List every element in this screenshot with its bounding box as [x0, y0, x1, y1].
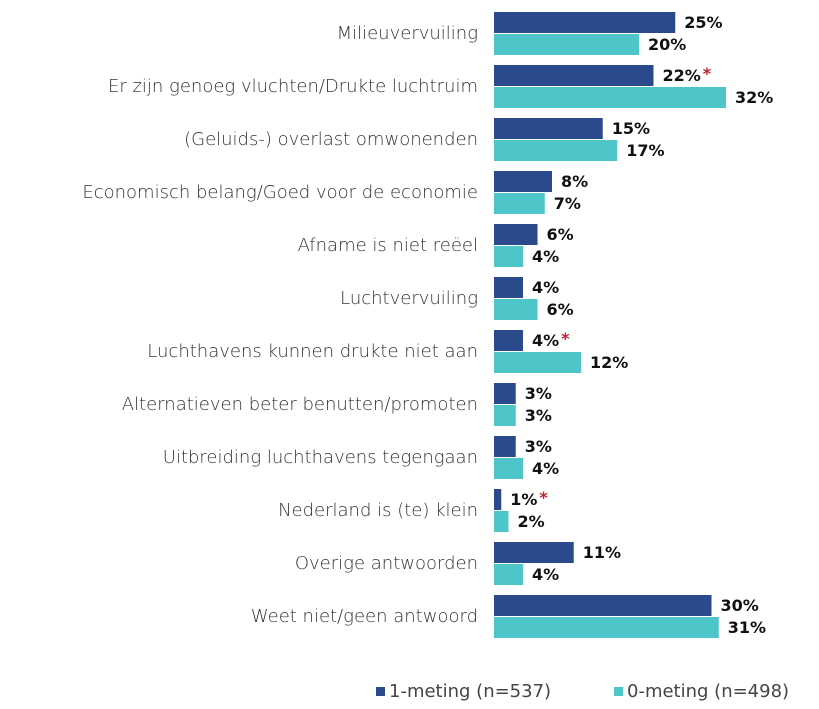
bar — [494, 617, 719, 638]
bar — [494, 193, 545, 214]
bar — [494, 564, 523, 585]
legend-swatch — [376, 687, 385, 696]
category-label: Afname is niet reëel — [298, 235, 478, 256]
category-label: Luchthavens kunnen drukte niet aan — [147, 341, 478, 362]
value-label: 4% — [532, 278, 559, 297]
significance-marker: * — [539, 488, 548, 507]
bar — [494, 542, 574, 563]
bar — [494, 405, 516, 426]
bar — [494, 12, 676, 33]
bar — [494, 277, 523, 298]
value-label: 4% — [532, 565, 559, 584]
category-label: Uitbreiding luchthavens tegengaan — [163, 447, 478, 468]
value-label: 11% — [583, 543, 621, 562]
value-label: 32% — [735, 88, 773, 107]
value-label: 4% — [532, 331, 559, 350]
value-label: 3% — [525, 406, 552, 425]
legend-label: 1-meting (n=537) — [389, 681, 551, 702]
bar — [494, 87, 726, 108]
legend-label: 0-meting (n=498) — [627, 681, 789, 702]
bar — [494, 65, 654, 86]
value-label: 12% — [590, 353, 628, 372]
category-label: Luchtvervuiling — [340, 288, 478, 309]
bar — [494, 383, 516, 404]
value-label: 4% — [532, 247, 559, 266]
bar — [494, 299, 538, 320]
bar — [494, 458, 523, 479]
significance-marker: * — [703, 64, 712, 83]
value-label: 2% — [518, 512, 545, 531]
category-label: Alternatieven beter benutten/promoten — [122, 394, 478, 415]
category-label: Milieuvervuiling — [337, 23, 478, 44]
value-label: 25% — [684, 13, 722, 32]
value-label: 15% — [612, 119, 650, 138]
value-label: 6% — [547, 300, 574, 319]
bar — [494, 246, 523, 267]
bar — [494, 489, 502, 510]
value-label: 20% — [648, 35, 686, 54]
bar — [494, 352, 581, 373]
value-label: 17% — [626, 141, 664, 160]
value-label: 4% — [532, 459, 559, 478]
value-label: 22% — [663, 66, 701, 85]
bar — [494, 330, 523, 351]
category-label: Weet niet/geen antwoord — [251, 606, 478, 627]
category-label: Nederland is (te) klein — [278, 500, 478, 521]
legend-swatch — [614, 687, 623, 696]
value-label: 30% — [721, 596, 759, 615]
value-label: 31% — [728, 618, 766, 637]
category-label: Er zijn genoeg vluchten/Drukte luchtruim — [108, 76, 478, 97]
significance-marker: * — [561, 329, 570, 348]
value-label: 7% — [554, 194, 581, 213]
bar — [494, 511, 509, 532]
bar — [494, 171, 552, 192]
bar — [494, 140, 618, 161]
bar — [494, 595, 712, 616]
value-label: 3% — [525, 384, 552, 403]
bar — [494, 436, 516, 457]
value-label: 1% — [510, 490, 537, 509]
category-label: Economisch belang/Goed voor de economie — [82, 182, 478, 203]
value-label: 3% — [525, 437, 552, 456]
category-label: (Geluids-) overlast omwonenden — [184, 129, 478, 150]
bar — [494, 34, 639, 55]
bar — [494, 224, 538, 245]
value-label: 8% — [561, 172, 588, 191]
category-label: Overige antwoorden — [295, 553, 478, 574]
value-label: 6% — [547, 225, 574, 244]
bar — [494, 118, 603, 139]
